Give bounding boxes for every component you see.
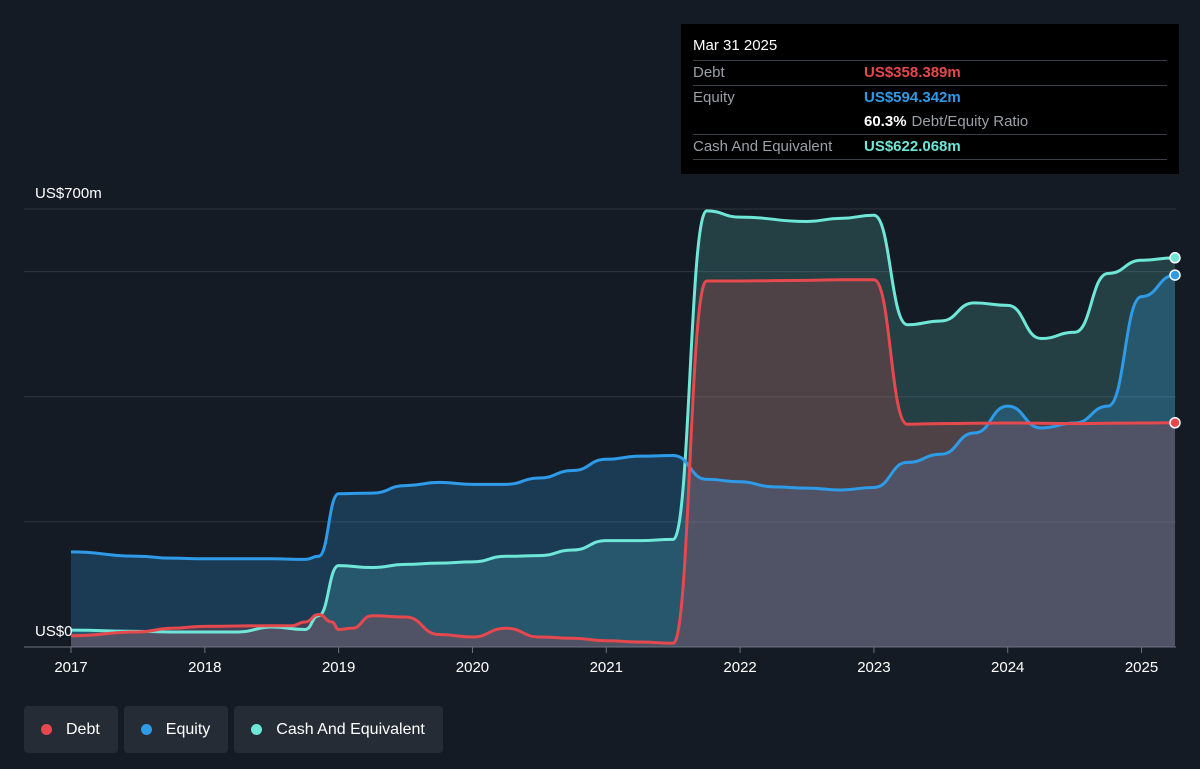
cash-and-equivalent-end-point	[1169, 252, 1181, 264]
tooltip-cash-row: Cash And Equivalent US$622.068m	[693, 134, 1167, 160]
tooltip-date: Mar 31 2025	[693, 37, 778, 54]
x-tick-label: 2024	[991, 659, 1024, 676]
tooltip-debt-value: US$358.389m	[864, 64, 961, 81]
tooltip-equity-value: US$594.342m	[864, 89, 961, 106]
x-tick-label: 2023	[857, 659, 890, 676]
cash-and-equivalent-line	[70, 209, 1176, 634]
tooltip-equity-label: Equity	[693, 89, 735, 106]
tooltip-equity-row: Equity US$594.342m	[693, 85, 1167, 110]
x-tick-label: 2018	[188, 659, 221, 676]
legend-item-equity[interactable]: Equity	[123, 706, 229, 753]
cash-and-equivalent-area	[71, 210, 1175, 647]
debt-end-point	[1169, 417, 1181, 429]
x-tick-label: 2019	[322, 659, 355, 676]
cash-dot-icon	[251, 724, 263, 735]
tooltip-cash-value: US$622.068m	[864, 138, 961, 155]
x-tick-label: 2025	[1125, 659, 1158, 676]
equity-end-point	[1169, 269, 1181, 281]
tooltip-ratio-value: 60.3%	[864, 113, 907, 130]
y-axis-bottom-label: US$0	[35, 623, 73, 640]
legend-label-debt: Debt	[66, 720, 100, 738]
equity-area	[71, 275, 1175, 647]
x-tick-label: 2017	[54, 659, 87, 676]
tooltip-ratio-label: Debt/Equity Ratio	[911, 113, 1029, 130]
x-tick-label: 2020	[456, 659, 489, 676]
equity-line	[70, 273, 1176, 561]
legend-item-cash[interactable]: Cash And Equivalent	[234, 706, 443, 753]
equity-dot-icon	[140, 724, 152, 735]
tooltip-debt-label: Debt	[693, 64, 725, 81]
debt-line	[70, 278, 1176, 645]
chart-area: US$700m US$0 2017 2018 2019 2020 2021 2022 2023 2…	[24, 185, 1181, 676]
x-tick-label: 2022	[723, 659, 756, 676]
y-axis-top-label: US$700m	[35, 185, 102, 202]
tooltip-ratio-row: 60.3% Debt/Equity Ratio	[693, 110, 1167, 134]
legend-item-debt[interactable]: Debt	[24, 706, 118, 753]
tooltip-cash-label: Cash And Equivalent	[693, 138, 833, 155]
legend-label-equity: Equity	[165, 720, 211, 738]
debt-area	[71, 279, 1175, 647]
tooltip-debt-row: Debt US$358.389m	[693, 60, 1167, 85]
legend-label-cash: Cash And Equivalent	[276, 720, 425, 738]
debt-dot-icon	[41, 724, 52, 735]
legend: Debt Equity Cash And Equivalent	[24, 706, 443, 753]
tooltip-panel: Mar 31 2025 Debt US$358.389m Equity US$5…	[681, 24, 1179, 174]
x-tick-label: 2021	[590, 659, 623, 676]
